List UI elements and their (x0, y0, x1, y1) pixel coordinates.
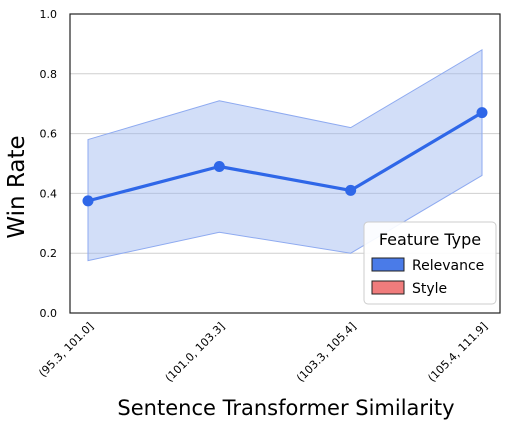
x-axis-ticks: (95.3, 101.0] (101.0, 103.3] (103.3, 105.4… (36, 320, 490, 385)
y-tick-label: 0.8 (40, 68, 58, 81)
plot-frame (69, 13, 501, 314)
y-tick-label: 0.0 (40, 307, 58, 320)
data-point (213, 160, 225, 172)
y-tick-label: 1.0 (40, 8, 58, 21)
x-tick-label: (101.0, 103.3] (163, 320, 228, 385)
legend-swatch (371, 280, 405, 295)
data-point (345, 184, 357, 196)
legend-title: Feature Type (379, 230, 481, 249)
y-tick-label: 0.4 (40, 187, 58, 200)
x-tick-label: (105.4, 111.9] (425, 320, 490, 385)
y-tick-label: 0.6 (40, 128, 58, 141)
confidence-band-layer (87, 49, 483, 262)
legend: Feature Type Relevance Style (363, 221, 497, 305)
y-tick-label: 0.2 (40, 247, 58, 260)
confidence-band (87, 49, 483, 262)
data-point (476, 107, 488, 119)
x-tick-label: (95.3, 101.0] (36, 320, 96, 380)
legend-swatch (371, 257, 405, 272)
series-line (87, 111, 483, 203)
legend-label: Style (412, 281, 447, 297)
y-axis-label: Win Rate (4, 135, 30, 238)
x-axis-label: Sentence Transformer Similarity (117, 396, 454, 420)
y-axis-ticks: 0.0 0.2 0.4 0.6 0.8 1.0 (40, 8, 58, 320)
data-point (82, 195, 94, 207)
legend-label: Relevance (412, 258, 484, 274)
x-tick-label: (103.3, 105.4] (294, 320, 359, 385)
series-layer (82, 107, 488, 207)
